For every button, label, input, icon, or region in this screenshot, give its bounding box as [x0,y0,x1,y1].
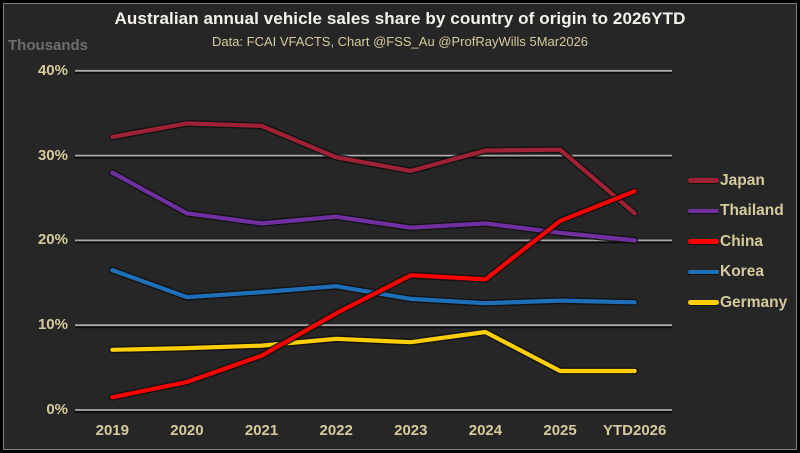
x-tick-label: 2025 [543,422,577,439]
legend-swatch-korea [688,269,719,275]
legend-swatch-china [688,239,719,244]
x-tick-label: 2023 [394,422,428,439]
x-tick-label: YTD2026 [603,422,667,439]
legend-item-thailand: Thailand [688,201,787,222]
legend-label: China [720,232,764,250]
y-axis-unit-note: Thousands [8,37,89,54]
x-tick-label: 2019 [95,422,129,439]
chart-title: Australian annual vehicle sales share by… [114,9,686,28]
series-line-japan [110,121,637,216]
y-tick-label: 40% [37,61,68,79]
series-line-thailand [110,170,637,243]
legend-label: Korea [720,263,764,280]
chart-subtitle: Data: FCAI VFACTS, Chart @FSS_Au @ProfRa… [211,34,589,49]
legend-item-china: China [688,231,787,252]
x-tick-label: 2020 [170,422,204,439]
legend-item-germany: Germany [688,292,787,313]
legend-item-korea: Korea [688,262,787,283]
x-tick-label: 2021 [244,422,279,439]
legend-swatch-japan [688,178,719,183]
y-tick-label: 20% [37,231,68,249]
x-tick-label: 2022 [319,422,353,439]
y-tick-label: 0% [46,401,68,418]
series-line-shadow-japan [108,119,639,217]
legend-swatch-thailand [688,208,719,214]
legend-label: Germany [720,293,788,311]
legend-label: Thailand [720,202,784,219]
y-tick-label: 10% [37,316,68,334]
series-line-germany [110,329,637,374]
x-tick-label: 2024 [468,422,503,439]
legend-item-japan: Japan [688,170,787,191]
series-line-shadow-germany [108,328,639,375]
legend-label: Japan [720,171,765,189]
legend: Japan Thailand China Korea Germany [688,170,787,313]
y-tick-label: 30% [37,146,68,164]
legend-swatch-germany [688,300,719,305]
series-line-china [110,189,637,400]
